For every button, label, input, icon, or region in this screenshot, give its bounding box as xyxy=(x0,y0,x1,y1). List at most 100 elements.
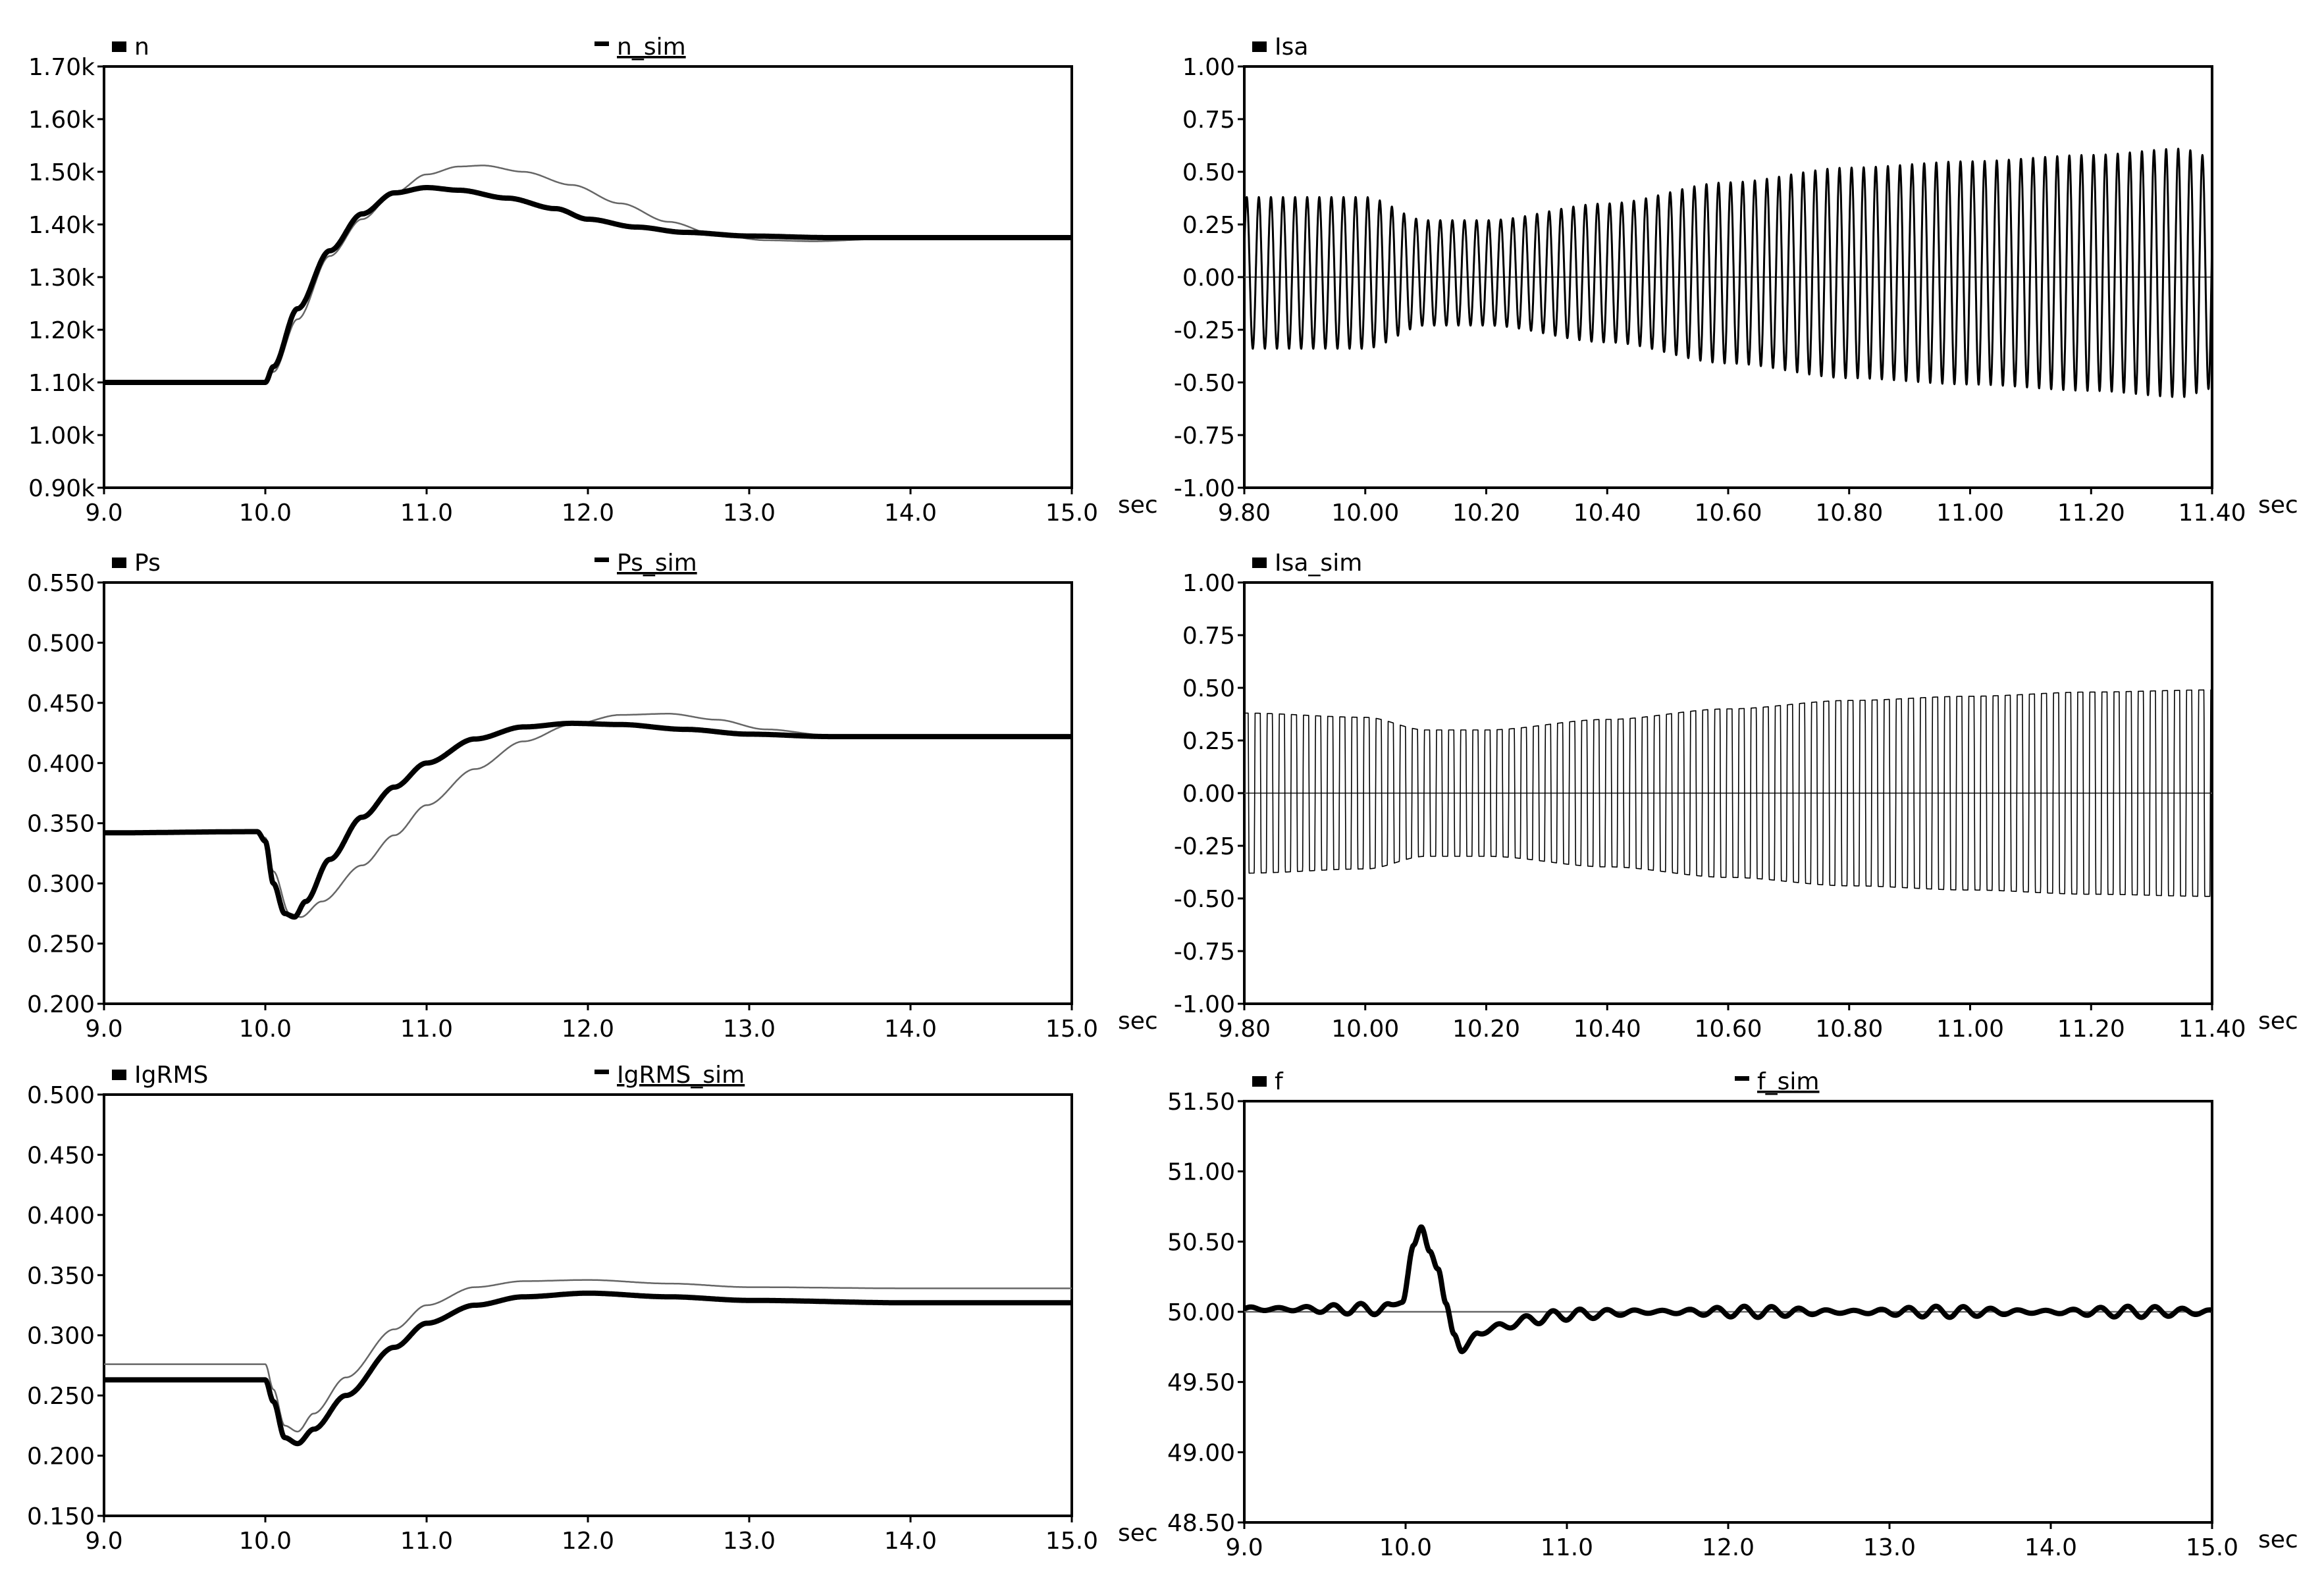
x-tick-label: 11.0 xyxy=(1541,1534,1593,1561)
y-tick-label: 1.40k xyxy=(28,212,95,239)
series-line-IgRMS xyxy=(104,1290,1072,1447)
y-tick-label: 50.50 xyxy=(1167,1229,1235,1256)
x-tick-label: 10.60 xyxy=(1694,1016,1762,1043)
x-unit-label: sec xyxy=(1118,1520,1158,1547)
x-tick-label: 10.40 xyxy=(1573,1016,1641,1043)
y-tick-label: 0.90k xyxy=(28,475,95,502)
x-tick-label: 15.0 xyxy=(1045,1016,1098,1043)
chart-panel-IgRMS: 0.500 0.450 0.400 0.350 0.300 0.250 0.200 0.150… xyxy=(27,1062,1158,1555)
y-tick-label: -0.25 xyxy=(1174,833,1235,860)
y-tick-label: 0.50 xyxy=(1182,675,1235,702)
y-tick-label: 0.25 xyxy=(1182,212,1235,239)
y-tick-label: 1.20k xyxy=(28,317,95,344)
x-tick-label: 10.0 xyxy=(1379,1534,1432,1561)
series-line-Isa xyxy=(1244,147,2212,398)
legend-label: Isa_sim xyxy=(1275,550,1362,577)
y-tick-label: 51.50 xyxy=(1167,1089,1235,1116)
legend-swatch xyxy=(594,1070,609,1074)
y-tick-label: 0.500 xyxy=(27,630,95,657)
series-line-IgRMS_sim xyxy=(104,1279,1072,1433)
y-tick-label: 0.400 xyxy=(27,1203,95,1230)
series-line-Ps xyxy=(104,720,1072,920)
x-tick-label: 11.40 xyxy=(2178,500,2246,527)
series-line-f xyxy=(1244,1224,2212,1355)
y-tick-label: 0.350 xyxy=(27,1262,95,1289)
legend-swatch xyxy=(112,557,126,568)
x-tick-label: 11.0 xyxy=(400,500,453,527)
x-tick-label: 10.40 xyxy=(1573,500,1641,527)
y-tick-label: -1.00 xyxy=(1174,991,1235,1018)
y-tick-label: 0.550 xyxy=(27,570,95,597)
x-tick-label: 11.00 xyxy=(1936,500,2004,527)
y-tick-label: 0.250 xyxy=(27,1383,95,1410)
x-unit-label: sec xyxy=(2258,1008,2298,1035)
y-tick-label: 0.150 xyxy=(27,1503,95,1530)
x-tick-label: 9.0 xyxy=(85,500,122,527)
y-tick-label: 1.60k xyxy=(28,107,95,134)
y-tick-label: 51.00 xyxy=(1167,1159,1235,1186)
y-tick-label: 0.00 xyxy=(1182,265,1235,292)
x-tick-label: 10.80 xyxy=(1815,1016,1883,1043)
legend-label: n_sim xyxy=(617,34,686,61)
y-tick-label: 49.50 xyxy=(1167,1370,1235,1397)
x-tick-label: 15.0 xyxy=(2186,1534,2238,1561)
x-tick-label: 11.00 xyxy=(1936,1016,2004,1043)
x-tick-label: 11.20 xyxy=(2057,1016,2125,1043)
y-tick-label: 1.70k xyxy=(28,54,95,81)
x-tick-label: 11.40 xyxy=(2178,1016,2246,1043)
x-tick-label: 13.0 xyxy=(723,500,776,527)
x-tick-label: 9.0 xyxy=(85,1528,122,1555)
legend-swatch xyxy=(112,1070,126,1080)
legend-swatch xyxy=(1252,557,1267,568)
y-tick-label: 1.00 xyxy=(1182,54,1235,81)
y-tick-label: 1.50k xyxy=(28,159,95,186)
legend-swatch xyxy=(1735,1076,1749,1081)
x-unit-label: sec xyxy=(2258,1526,2298,1553)
legend-swatch xyxy=(1252,41,1267,52)
legend-label: Isa xyxy=(1275,34,1308,61)
y-tick-label: -0.50 xyxy=(1174,886,1235,913)
x-tick-label: 14.0 xyxy=(884,1016,937,1043)
x-tick-label: 11.20 xyxy=(2057,500,2125,527)
chart-panel-Ps: 0.550 0.500 0.450 0.400 0.350 0.300 0.250 0.200… xyxy=(27,550,1158,1043)
y-tick-label: -0.75 xyxy=(1174,423,1235,450)
x-tick-label: 10.20 xyxy=(1452,1016,1520,1043)
x-tick-label: 9.0 xyxy=(1225,1534,1263,1561)
y-tick-label: 48.50 xyxy=(1167,1510,1235,1537)
y-tick-label: 0.200 xyxy=(27,1443,95,1470)
legend-label: IgRMS_sim xyxy=(617,1062,745,1089)
x-unit-label: sec xyxy=(1118,492,1158,519)
y-tick-label: 0.300 xyxy=(27,1323,95,1350)
x-tick-label: 11.0 xyxy=(400,1016,453,1043)
y-tick-label: 0.25 xyxy=(1182,728,1235,755)
x-tick-label: 12.0 xyxy=(562,1528,614,1555)
legend-swatch xyxy=(594,557,609,562)
y-tick-label: -0.50 xyxy=(1174,370,1235,397)
x-tick-label: 9.80 xyxy=(1218,1016,1271,1043)
legend-label: IgRMS xyxy=(134,1062,208,1089)
legend-swatch xyxy=(112,41,126,52)
y-tick-label: 0.75 xyxy=(1182,107,1235,134)
chart-panel-f: 51.50 51.00 50.50 50.00 49.50 49.00 48.509.0 10… xyxy=(1167,1068,2298,1561)
y-tick-label: 0.450 xyxy=(27,690,95,717)
x-tick-label: 12.0 xyxy=(562,1016,614,1043)
x-tick-label: 14.0 xyxy=(884,1528,937,1555)
x-tick-label: 10.80 xyxy=(1815,500,1883,527)
x-tick-label: 14.0 xyxy=(2024,1534,2077,1561)
legend-label: n xyxy=(134,34,149,61)
x-unit-label: sec xyxy=(2258,492,2298,519)
x-tick-label: 10.0 xyxy=(239,1016,292,1043)
x-unit-label: sec xyxy=(1118,1008,1158,1035)
y-tick-label: 0.75 xyxy=(1182,623,1235,650)
y-tick-label: -1.00 xyxy=(1174,475,1235,502)
plot-frame xyxy=(103,581,1073,1005)
legend-label: Ps xyxy=(134,550,161,577)
chart-panel-n: 1.70k 1.60k 1.50k 1.40k 1.30k 1.20k 1.10k 1.00k… xyxy=(28,34,1158,527)
x-tick-label: 11.0 xyxy=(400,1528,453,1555)
y-tick-label: 1.00 xyxy=(1182,570,1235,597)
y-tick-label: 1.30k xyxy=(28,265,95,292)
y-tick-label: 0.00 xyxy=(1182,781,1235,808)
x-tick-label: 12.0 xyxy=(562,500,614,527)
y-tick-label: 0.250 xyxy=(27,931,95,958)
